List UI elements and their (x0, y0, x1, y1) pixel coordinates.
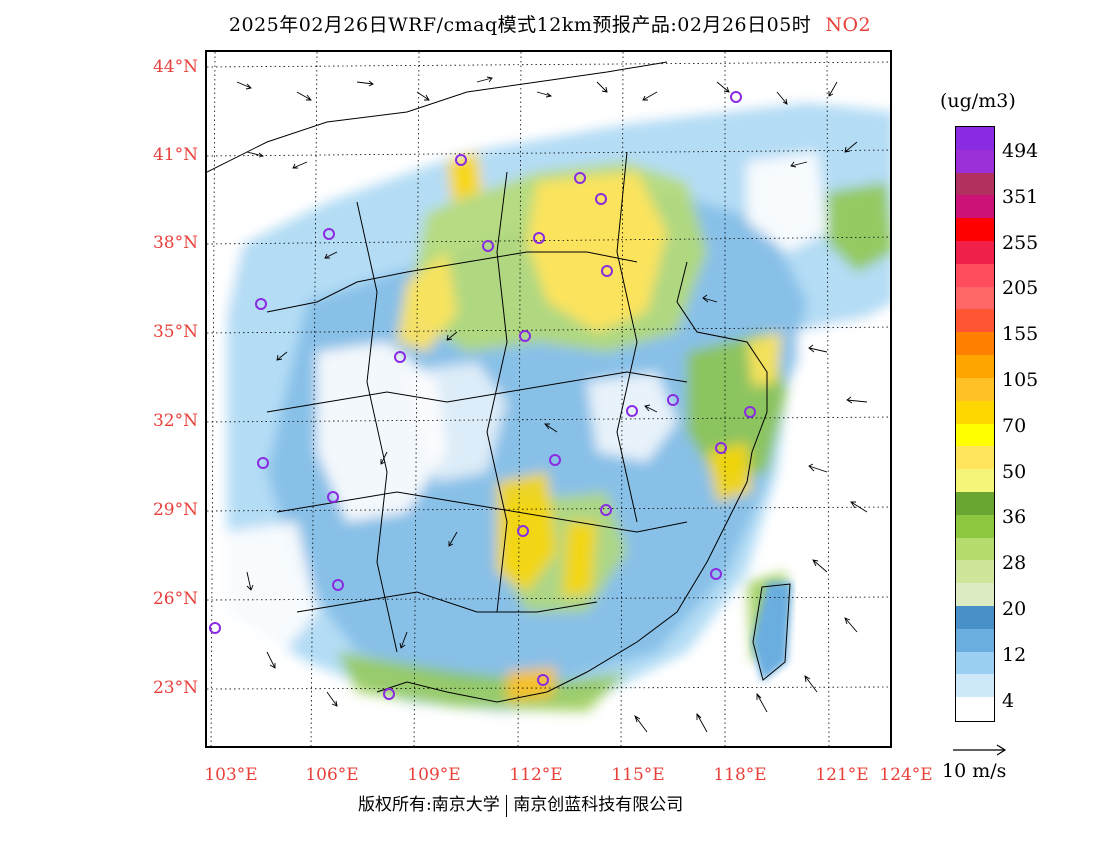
colorbar-segment (956, 218, 994, 242)
wind-arrow-icon (953, 744, 1007, 756)
wind-vectors (236, 76, 868, 733)
colorbar (955, 126, 995, 722)
concentration-field (207, 52, 890, 746)
colorbar-segment (956, 127, 994, 151)
colorbar-label: 12 (1002, 643, 1027, 666)
lat-label-32: 32°N (152, 411, 198, 431)
colorbar-label: 50 (1002, 460, 1027, 483)
colorbar-segment (956, 172, 994, 196)
colorbar-segment (956, 195, 994, 219)
colorbar-label: 155 (1002, 323, 1039, 346)
lon-label-115: 115°E (611, 765, 665, 785)
colorbar-units: (ug/m3) (940, 90, 1016, 112)
colorbar-segment (956, 377, 994, 402)
lon-label-121: 121°E (815, 765, 869, 785)
map-canvas (207, 52, 890, 746)
colorbar-segment (956, 674, 994, 698)
colorbar-segment (956, 605, 994, 630)
copyright-footer: 版权所有:南京大学 南京创蓝科技有限公司 (358, 790, 683, 817)
colorbar-segment (956, 332, 994, 356)
colorbar-label: 70 (1002, 414, 1027, 437)
lon-label-112: 112°E (509, 765, 563, 785)
lat-label-41: 41°N (152, 145, 198, 165)
colorbar-segment (956, 241, 994, 265)
lat-label-26: 26°N (152, 589, 198, 609)
colorbar-segment (956, 400, 994, 424)
species-label: NO2 (825, 14, 872, 36)
colorbar-segment (956, 697, 994, 721)
copyright-company: 南京创蓝科技有限公司 (513, 795, 684, 815)
colorbar-segment (956, 514, 994, 539)
wind-scale-label: 10 m/s (942, 760, 1007, 782)
colorbar-segment (956, 423, 994, 447)
lon-label-124: 124°E (879, 765, 933, 785)
colorbar-segment (956, 583, 994, 607)
forecast-map[interactable] (205, 50, 892, 748)
colorbar-label: 28 (1002, 552, 1027, 575)
title-text: 2025年02月26日WRF/cmaq模式12km预报产品:02月26日05时 (228, 14, 812, 36)
colorbar-segment (956, 355, 994, 379)
boundaries (207, 61, 791, 703)
colorbar-label: 494 (1002, 140, 1039, 162)
graticule (207, 52, 890, 746)
lat-label-44: 44°N (152, 57, 198, 77)
colorbar-segment (956, 286, 994, 310)
colorbar-segment (956, 560, 994, 584)
taiwan-island (752, 582, 792, 682)
copyright-owner: 版权所有:南京大学 (358, 795, 500, 815)
colorbar-segment (956, 446, 994, 470)
colorbar-label: 255 (1002, 231, 1039, 254)
colorbar-label: 205 (1002, 277, 1039, 300)
lon-label-106: 106°E (305, 765, 359, 785)
colorbar-segment (956, 263, 994, 288)
colorbar-segment (956, 628, 994, 653)
colorbar-segment (956, 491, 994, 516)
lat-label-38: 38°N (152, 233, 198, 253)
colorbar-label: 105 (1002, 369, 1039, 391)
lon-label-103: 103°E (204, 765, 258, 785)
lon-label-118: 118°E (713, 765, 767, 785)
colorbar-label: 20 (1002, 598, 1027, 620)
lat-label-23: 23°N (152, 678, 198, 698)
city-markers (209, 91, 756, 700)
footer-divider (505, 794, 508, 817)
colorbar-segment (956, 469, 994, 493)
colorbar-segment (956, 149, 994, 174)
colorbar-label: 351 (1002, 185, 1039, 208)
map-title: 2025年02月26日WRF/cmaq模式12km预报产品:02月26日05时 N… (0, 10, 1100, 37)
colorbar-segment (956, 309, 994, 333)
colorbar-segment (956, 651, 994, 675)
colorbar-label: 4 (1002, 689, 1015, 712)
lat-label-29: 29°N (152, 500, 198, 520)
colorbar-segment (956, 537, 994, 561)
lat-label-35: 35°N (152, 322, 198, 342)
lon-label-109: 109°E (407, 765, 461, 785)
colorbar-label: 36 (1002, 506, 1027, 529)
